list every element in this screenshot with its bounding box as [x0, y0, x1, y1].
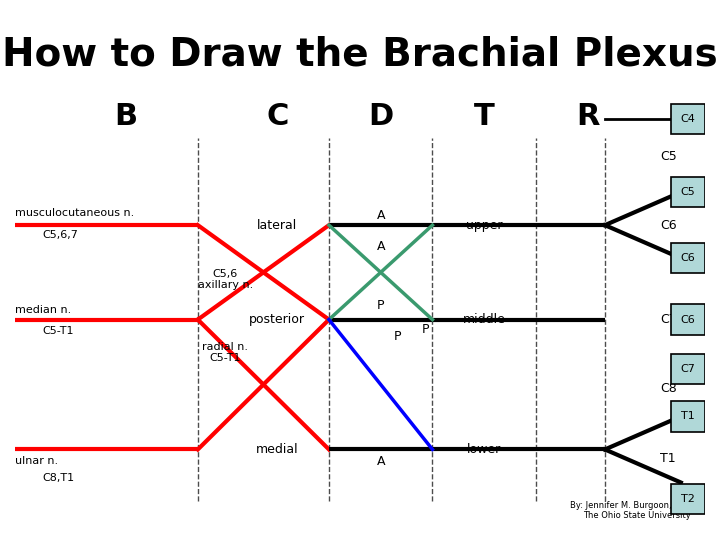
- Text: median n.: median n.: [15, 305, 71, 315]
- Text: C6: C6: [680, 253, 695, 263]
- Text: C5,6
axillary n.: C5,6 axillary n.: [198, 269, 253, 291]
- Text: T2: T2: [681, 494, 695, 504]
- Text: C6: C6: [660, 219, 677, 232]
- Text: C7: C7: [660, 313, 677, 326]
- Text: musculocutaneous n.: musculocutaneous n.: [15, 208, 134, 218]
- Text: A: A: [377, 209, 385, 222]
- Text: lateral: lateral: [257, 219, 297, 232]
- Text: C8: C8: [660, 382, 677, 395]
- Text: C5-T1: C5-T1: [42, 326, 74, 336]
- Text: middle: middle: [463, 313, 505, 326]
- Text: medial: medial: [256, 443, 299, 456]
- Text: D: D: [368, 102, 393, 131]
- FancyBboxPatch shape: [670, 354, 705, 384]
- Text: P: P: [377, 299, 384, 312]
- Text: B: B: [114, 102, 137, 131]
- Text: P: P: [422, 322, 429, 335]
- Text: T: T: [474, 102, 495, 131]
- FancyBboxPatch shape: [670, 484, 705, 514]
- FancyBboxPatch shape: [670, 177, 705, 207]
- Text: A: A: [377, 240, 385, 253]
- Text: A: A: [377, 455, 385, 468]
- Text: lower: lower: [467, 443, 501, 456]
- Text: ulnar n.: ulnar n.: [15, 456, 58, 466]
- Text: P: P: [395, 329, 402, 342]
- Text: C: C: [266, 102, 289, 131]
- Text: C8,T1: C8,T1: [42, 473, 75, 483]
- Text: How to Draw the Brachial Plexus: How to Draw the Brachial Plexus: [2, 35, 718, 73]
- Text: T1: T1: [660, 453, 676, 465]
- Text: T1: T1: [681, 411, 695, 421]
- Text: upper: upper: [466, 219, 503, 232]
- Text: R: R: [576, 102, 600, 131]
- Text: radial n.
C5-T1: radial n. C5-T1: [202, 342, 248, 363]
- FancyBboxPatch shape: [670, 104, 705, 134]
- Text: C6: C6: [680, 315, 695, 325]
- FancyBboxPatch shape: [670, 401, 705, 431]
- Text: C4: C4: [680, 114, 696, 124]
- Text: C5: C5: [680, 187, 695, 197]
- Text: C5,6,7: C5,6,7: [42, 230, 78, 240]
- Text: C5: C5: [660, 150, 677, 163]
- Text: posterior: posterior: [249, 313, 305, 326]
- Text: By: Jennifer M. Burgoon, PhD
The Ohio State University: By: Jennifer M. Burgoon, PhD The Ohio St…: [570, 501, 691, 520]
- FancyBboxPatch shape: [670, 243, 705, 273]
- FancyBboxPatch shape: [670, 305, 705, 335]
- Text: C7: C7: [680, 364, 696, 374]
